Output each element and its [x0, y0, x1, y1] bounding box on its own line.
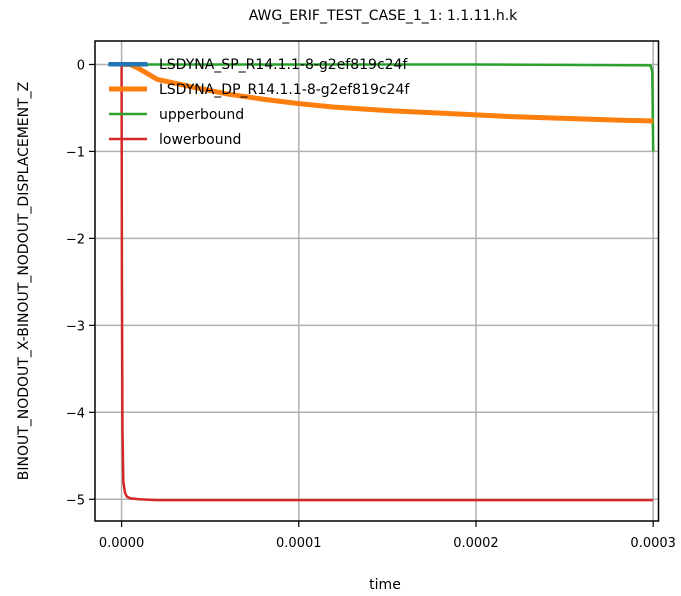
series-lines [108, 61, 655, 502]
y-tick-label: −2 [66, 232, 85, 247]
legend-label: lowerbound [159, 132, 241, 148]
y-tick-label: −3 [66, 319, 85, 334]
series-line [120, 64, 654, 502]
legend-label: upperbound [159, 107, 244, 123]
plot-frame [94, 40, 660, 522]
x-tick-label: 0.0003 [630, 536, 676, 551]
y-tick-label: 0 [77, 58, 85, 73]
chart-title: AWG_ERIF_TEST_CASE_1_1: 1.1.11.h.k [249, 8, 518, 24]
y-tick-label: −5 [66, 493, 85, 508]
y-tick-label: −1 [66, 145, 85, 160]
x-tick-label: 0.0002 [453, 536, 499, 551]
legend-label: LSDYNA_DP_R14.1.1-8-g2ef819c24f [159, 82, 410, 98]
x-tick-label: 0.0001 [276, 536, 322, 551]
axis-ticks: 0.0000 0.0001 0.0002 0.0003 0 −1 −2 −3 −4 −5 [66, 58, 676, 551]
series-line [121, 63, 655, 152]
y-axis-label: BINOUT_NODOUT_X-BINOUT_NODOUT_DISPLACEME… [16, 82, 32, 481]
y-tick-label: −4 [66, 406, 85, 421]
series-line [121, 61, 654, 124]
legend: LSDYNA_SP_R14.1.1-8-g2ef819c24f LSDYNA_DP… [109, 57, 410, 148]
x-tick-label: 0.0000 [99, 536, 145, 551]
legend-label: LSDYNA_SP_R14.1.1-8-g2ef819c24f [159, 57, 408, 73]
x-axis-label: time [369, 577, 401, 593]
